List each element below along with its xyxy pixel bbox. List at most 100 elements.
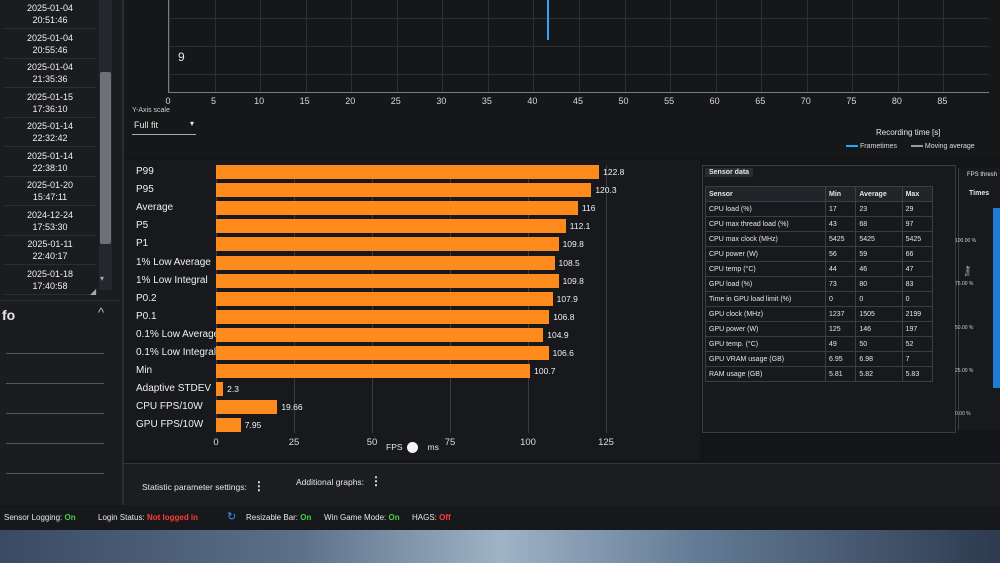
frametime-x-tick: 0 — [165, 96, 171, 106]
recording-list-item[interactable]: 2025-01-14 22:32:42 — [4, 120, 96, 147]
recording-list-item[interactable]: 2025-01-04 20:55:46 — [4, 32, 96, 59]
sensor-value-cell: 50 — [855, 336, 903, 352]
tab-fps-thresholds[interactable]: FPS thresh — [967, 172, 998, 178]
scroll-down-arrow-icon[interactable]: ▾ — [100, 274, 105, 283]
fps-bar[interactable] — [216, 309, 550, 324]
sensor-name-cell: CPU temp (°C) — [705, 261, 826, 277]
threshold-axis-label: Time — [965, 265, 972, 277]
fps-bar[interactable] — [216, 327, 544, 342]
resize-grip-icon[interactable]: ◢ — [90, 287, 97, 296]
frametime-gridline — [169, 74, 989, 75]
sensor-value-cell: 1237 — [824, 306, 857, 322]
frametime-x-tick: 20 — [345, 96, 356, 106]
frametime-x-tick: 50 — [618, 96, 629, 106]
additional-graphs[interactable]: Additional graphs: ⋮ — [296, 474, 382, 488]
table-row: Time in GPU load limit (%) 0 0 0 — [705, 291, 934, 307]
sensor-column-header[interactable]: Average — [855, 186, 903, 202]
recording-list-item[interactable]: 2025-01-11 22:40:17 — [4, 238, 96, 265]
recording-list-item[interactable]: 2025-01-14 22:38:10 — [4, 150, 96, 177]
recording-list-item[interactable]: 2025-01-04 20:51:46 — [4, 2, 96, 29]
sensor-value-cell: 17 — [824, 201, 857, 217]
frametime-x-tick: 60 — [709, 96, 720, 106]
sensor-value-cell: 56 — [824, 246, 857, 262]
sensor-value-cell: 46 — [855, 261, 903, 277]
bar-value-label: 109.8 — [562, 239, 584, 250]
fps-bar[interactable] — [216, 400, 278, 415]
threshold-bar — [993, 208, 1000, 388]
more-options-icon[interactable]: ⋮ — [370, 474, 383, 488]
fps-ms-toggle[interactable]: FPS ms — [386, 442, 439, 454]
resizable-bar-value: On — [300, 513, 312, 522]
info-divider — [6, 443, 104, 444]
frametime-x-tick: 25 — [390, 96, 401, 106]
fps-bar[interactable] — [216, 219, 566, 234]
sensor-value-cell: 2199 — [901, 306, 934, 322]
fps-bar[interactable] — [216, 364, 531, 379]
fps-bar[interactable] — [216, 291, 553, 306]
toggle-knob[interactable] — [406, 442, 418, 454]
recording-list-item[interactable]: 2025-01-04 21:35:36 — [4, 61, 96, 88]
fps-bar[interactable] — [216, 255, 555, 270]
bar-gridline — [606, 165, 607, 433]
recording-time: 22:38:10 — [32, 162, 68, 173]
recording-time: 17:36:10 — [32, 103, 68, 114]
frametime-plot-area[interactable] — [168, 0, 989, 93]
bar-category-label: P95 — [136, 184, 154, 196]
sensor-value-cell: 44 — [824, 261, 857, 277]
recordings-sidebar: 2025-01-04 20:51:46 2025-01-04 20:55:46 2025… — [0, 0, 124, 505]
info-section-header[interactable]: fo ^ — [0, 300, 120, 327]
bar-value-label: 106.8 — [553, 311, 575, 322]
sensor-logging-value: On — [64, 513, 76, 522]
bar-category-label: P0.1 — [136, 310, 157, 322]
bar-category-label: GPU FPS/10W — [136, 419, 204, 431]
additional-graphs-label: Additional graphs: — [296, 477, 365, 487]
fps-bar[interactable] — [216, 165, 600, 179]
fps-bar[interactable] — [216, 418, 241, 433]
bar-category-label: Min — [136, 365, 153, 377]
sidebar-scrollbar-thumb[interactable] — [100, 72, 111, 244]
more-options-icon[interactable]: ⋮ — [252, 479, 265, 493]
recording-date: 2025-01-14 — [26, 150, 74, 161]
sensor-value-cell: 0 — [855, 291, 903, 307]
hags-label: HAGS: — [412, 513, 437, 522]
status-bar: Sensor Logging: On Login Status: Not log… — [0, 506, 1000, 530]
statistic-settings-label: Statistic parameter settings: — [142, 482, 247, 492]
recording-time: 21:35:36 — [32, 74, 68, 84]
fps-bar[interactable] — [216, 201, 578, 216]
refresh-icon[interactable]: ↻ — [227, 511, 237, 523]
sensor-column-header[interactable]: Min — [824, 186, 857, 202]
fps-bar[interactable] — [216, 382, 224, 397]
sensor-column-header[interactable]: Max — [901, 186, 934, 202]
bar-value-label: 19.66 — [281, 402, 303, 413]
frametime-x-tick: 10 — [254, 96, 265, 106]
fps-bar[interactable] — [216, 237, 559, 252]
chevron-up-icon[interactable]: ^ — [98, 305, 105, 320]
sensor-name-cell: RAM usage (GB) — [705, 366, 826, 382]
sensor-name-cell: GPU clock (MHz) — [705, 306, 826, 322]
fps-bar[interactable] — [216, 273, 559, 288]
recording-list-item[interactable]: 2025-01-18 17:40:58 — [4, 268, 96, 295]
hags-value: Off — [439, 513, 451, 522]
recording-list-item[interactable]: 2025-01-15 17:36:10 — [4, 91, 96, 118]
fps-bar[interactable] — [216, 346, 549, 360]
info-divider — [6, 353, 104, 354]
y-axis-scale-dropdown[interactable]: Full fit ▾ — [132, 118, 196, 135]
sidebar-scrollbar[interactable] — [99, 0, 112, 290]
fps-bar-chart[interactable]: 0 25 50 75 100 125 122.8 120.3 116 112.1 109.8 108.… — [213, 165, 686, 448]
sensor-column-header[interactable]: Sensor — [705, 186, 826, 202]
sensor-table: Sensor Min Average Max CPU load (%) 17 23 29 CP… — [705, 186, 934, 382]
recording-list-item[interactable]: 2025-01-20 15:47:11 — [4, 179, 96, 206]
fps-bar[interactable] — [216, 183, 592, 198]
recording-time: 17:53:30 — [32, 221, 68, 232]
frametime-y-tick: 9 — [178, 50, 185, 64]
recording-time: 20:55:46 — [32, 44, 68, 55]
tab-sensor-data[interactable]: Sensor data — [705, 168, 754, 177]
game-mode-status: Win Game Mode: On — [324, 513, 400, 522]
recording-list-item[interactable]: 2024-12-24 17:53:30 — [4, 209, 96, 236]
sensor-name-cell: CPU max thread load (%) — [705, 216, 826, 232]
threshold-tick: 50.00 % — [955, 325, 974, 331]
sensor-value-cell: 5425 — [901, 231, 934, 247]
statistic-parameter-settings[interactable]: Statistic parameter settings: ⋮ — [142, 479, 265, 493]
table-row: RAM usage (GB) 5.81 5.82 5.83 — [705, 366, 934, 382]
bar-value-label: 7.95 — [244, 420, 262, 431]
